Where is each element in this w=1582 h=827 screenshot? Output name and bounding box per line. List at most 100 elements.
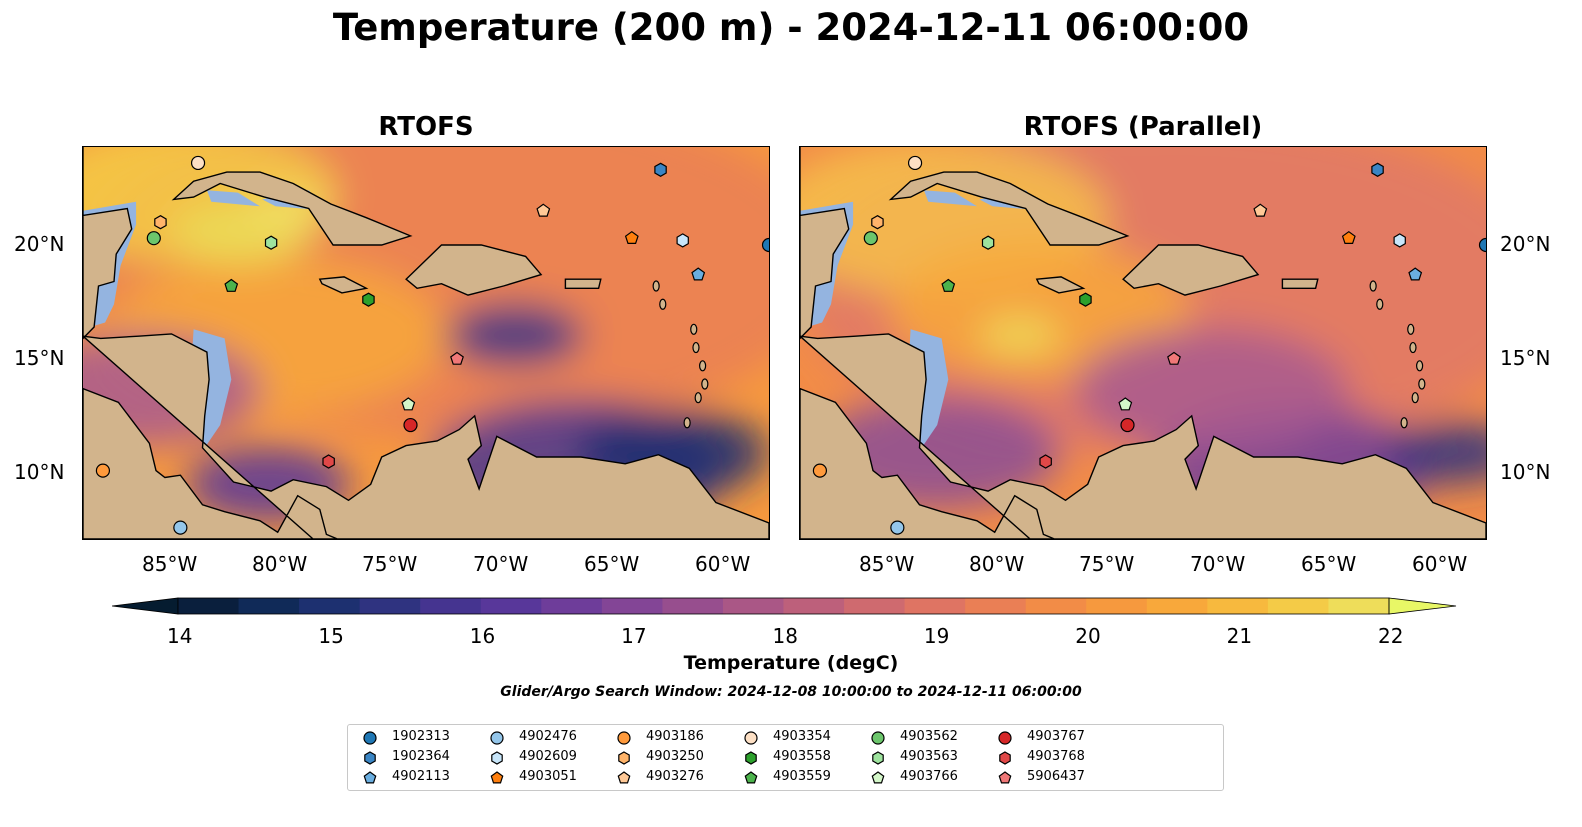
- float-marker-4903558[interactable]: [362, 292, 375, 307]
- float-marker-4902476[interactable]: [890, 520, 905, 535]
- colorbar-segment: [1207, 598, 1269, 614]
- legend-label: 4903558: [773, 749, 831, 764]
- float-marker-4903051[interactable]: [624, 230, 639, 245]
- legend-marker-pentagon-icon: [744, 771, 758, 784]
- float-marker-1902313[interactable]: [1478, 237, 1487, 253]
- legend-label: 4903276: [646, 769, 704, 784]
- island: [701, 378, 709, 390]
- colorbar-segment: [965, 598, 1027, 614]
- float-marker-4903276[interactable]: [1253, 203, 1268, 217]
- lon-label-65w: 65°W: [584, 552, 640, 576]
- legend-marker-hexagon-icon: [872, 751, 884, 765]
- colorbar-tick-label: 21: [1226, 624, 1253, 648]
- legend-marker-pentagon-icon: [617, 771, 631, 784]
- temperature-blob: [1074, 327, 1349, 453]
- legend-marker-circle-icon: [363, 731, 377, 745]
- legend-marker-hexagon-icon: [364, 751, 376, 765]
- map-panel-rtofs: [82, 146, 770, 540]
- colorbar-segment: [1086, 598, 1148, 614]
- float-marker-4902476[interactable]: [173, 520, 188, 535]
- colorbar-segment: [420, 598, 482, 614]
- land-central: [83, 333, 769, 539]
- float-marker-4903766[interactable]: [401, 397, 416, 411]
- float-marker-4903766[interactable]: [1118, 397, 1133, 411]
- float-marker-4902609[interactable]: [676, 233, 689, 248]
- land-mexico: [83, 147, 133, 340]
- island: [690, 323, 698, 335]
- float-marker-4903558[interactable]: [1079, 292, 1092, 307]
- colorbar-segment: [904, 598, 966, 614]
- colorbar-tick-label: 19: [923, 624, 950, 648]
- island: [1418, 378, 1426, 390]
- lon-label-80w: 80°W: [252, 552, 308, 576]
- legend-label: 4903051: [519, 769, 577, 784]
- colorbar-tick-label: 20: [1075, 624, 1101, 648]
- land-jamaica: [1035, 276, 1086, 294]
- lon-label-65w-right: 65°W: [1301, 552, 1357, 576]
- island: [1407, 323, 1415, 335]
- colorbar-segment: [178, 598, 240, 614]
- island: [683, 417, 691, 429]
- legend-label: 4903766: [900, 769, 958, 784]
- float-marker-4903563[interactable]: [264, 235, 278, 250]
- lon-label-60w: 60°W: [695, 552, 751, 576]
- float-marker-4903767[interactable]: [403, 417, 418, 433]
- legend-marker-hexagon-icon: [491, 751, 503, 765]
- colorbar-segment: [1025, 598, 1087, 614]
- lon-label-70w: 70°W: [473, 552, 529, 576]
- land-cuba: [888, 171, 1130, 246]
- float-marker-1902313[interactable]: [761, 237, 770, 253]
- colorbar-extend-low: [112, 597, 179, 615]
- lat-label-20n: 20°N: [14, 232, 65, 256]
- float-marker-4903768[interactable]: [322, 454, 335, 469]
- float-marker-4903354[interactable]: [190, 155, 206, 171]
- colorbar-segment: [662, 598, 724, 614]
- float-marker-4903354[interactable]: [907, 155, 923, 171]
- float-marker-4903768[interactable]: [1039, 454, 1052, 469]
- float-marker-4903276[interactable]: [536, 203, 551, 217]
- colorbar-label: Temperature (degC): [683, 652, 899, 674]
- colorbar-segment: [722, 598, 785, 614]
- land-hispaniola: [1122, 244, 1260, 296]
- island: [1409, 341, 1417, 354]
- legend-label: 4903186: [646, 729, 704, 744]
- float-marker-5906437[interactable]: [1167, 351, 1181, 365]
- float-marker-4903559[interactable]: [941, 278, 956, 292]
- float-marker-4903559[interactable]: [224, 278, 239, 292]
- float-marker-4903250[interactable]: [154, 215, 167, 230]
- legend-marker-hexagon-icon: [745, 751, 757, 765]
- float-marker-5906437[interactable]: [450, 351, 464, 365]
- colorbar-tick-label: 14: [167, 624, 193, 648]
- island: [1369, 280, 1377, 292]
- temperature-blob: [446, 303, 584, 367]
- float-marker-4903250[interactable]: [871, 215, 884, 230]
- float-marker-4903186[interactable]: [812, 463, 828, 478]
- float-marker-4902113[interactable]: [1408, 267, 1423, 281]
- float-marker-4902609[interactable]: [1393, 233, 1406, 248]
- float-marker-4903562[interactable]: [863, 231, 878, 246]
- float-marker-4902113[interactable]: [691, 267, 706, 281]
- legend-label: 1902313: [392, 729, 450, 744]
- temperature-blob: [978, 316, 1061, 354]
- float-marker-4903562[interactable]: [146, 231, 161, 246]
- float-marker-4903186[interactable]: [95, 463, 111, 478]
- colorbar-tick-label: 15: [318, 624, 344, 648]
- land-hispaniola: [405, 244, 543, 296]
- colorbar-tick-label: 16: [469, 624, 496, 648]
- float-marker-1902364[interactable]: [654, 162, 667, 177]
- map-panel-rtofs-parallel: [799, 146, 1487, 540]
- legend-label: 4903563: [900, 749, 958, 764]
- legend-label: 4902609: [519, 749, 577, 764]
- legend-label: 4903768: [1027, 749, 1085, 764]
- island: [1416, 360, 1424, 372]
- search-window-text: Glider/Argo Search Window: 2024-12-08 10…: [500, 684, 1082, 700]
- float-marker-1902364[interactable]: [1371, 162, 1384, 177]
- float-marker-4903563[interactable]: [981, 235, 995, 250]
- legend-label: 4903250: [646, 749, 704, 764]
- legend-marker-pentagon-icon: [998, 771, 1012, 784]
- colorbar-segment: [299, 598, 361, 614]
- legend-marker-hexagon-icon: [999, 751, 1011, 765]
- island: [692, 341, 700, 354]
- float-marker-4903767[interactable]: [1120, 417, 1135, 433]
- float-marker-4903051[interactable]: [1341, 230, 1356, 245]
